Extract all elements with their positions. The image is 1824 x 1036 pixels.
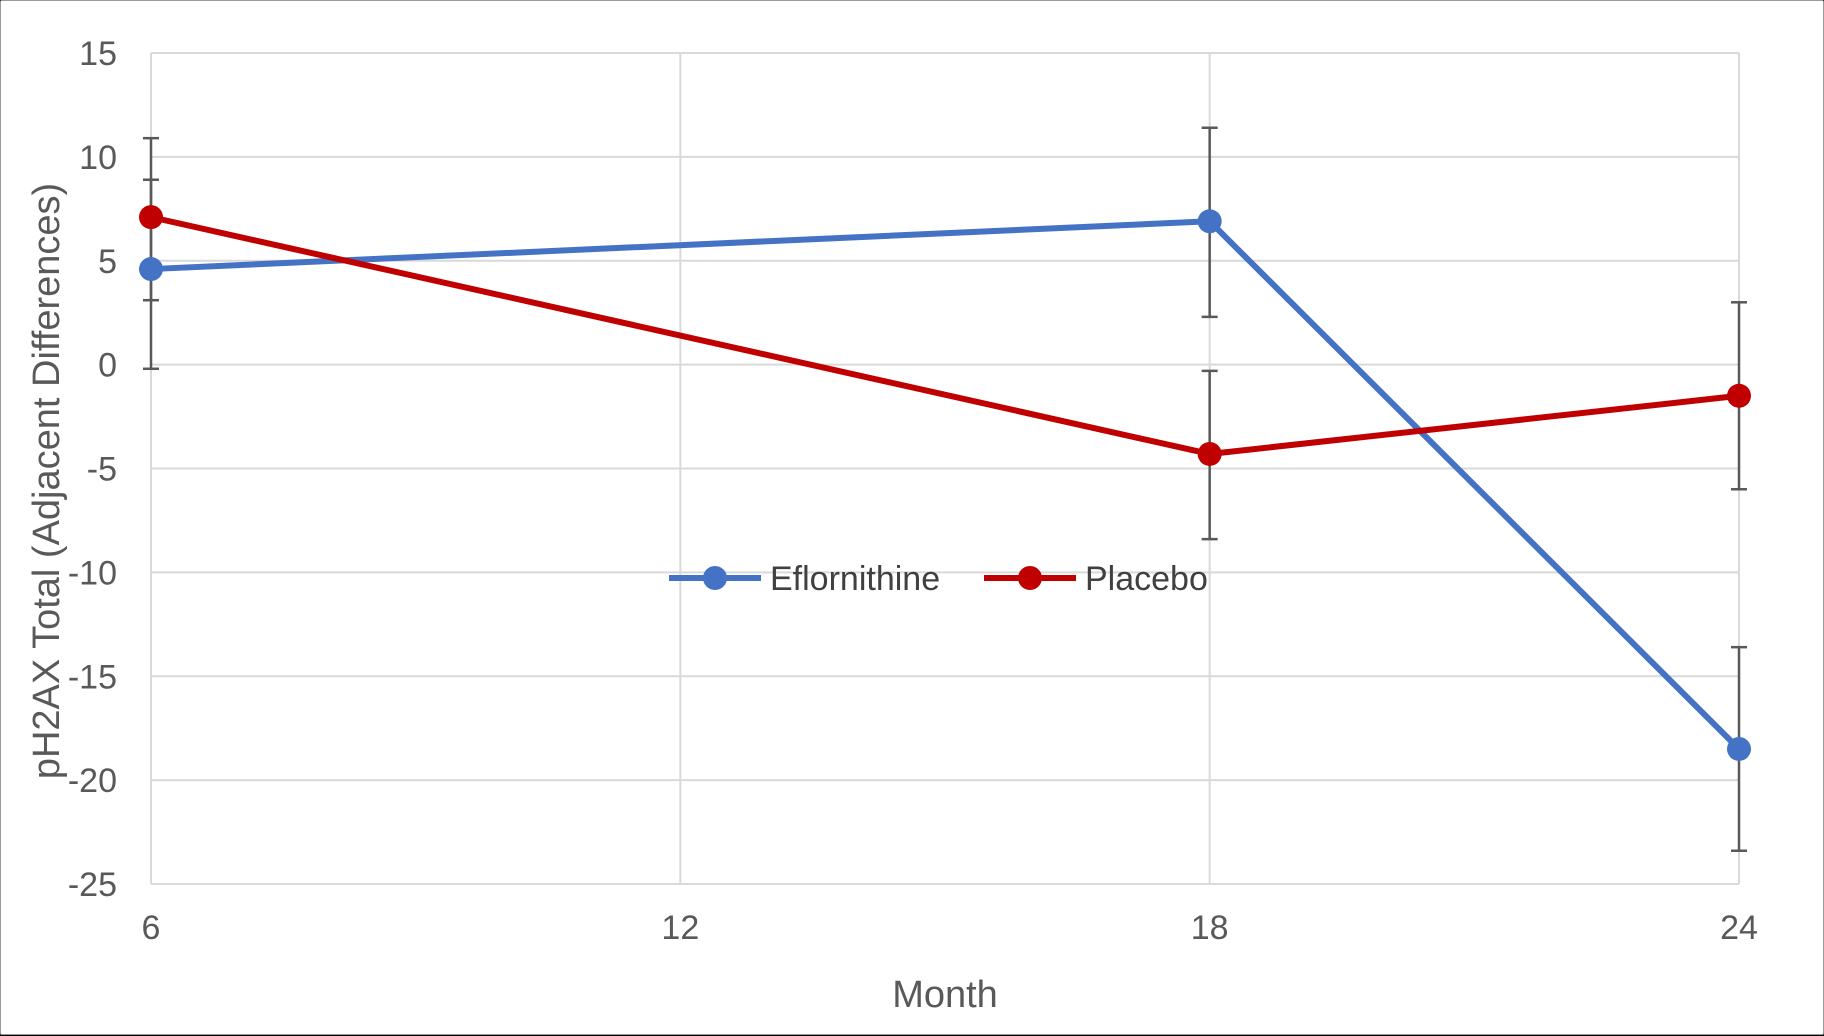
y-tick-label: 5 <box>98 243 117 281</box>
eflornithine-point <box>1197 209 1222 234</box>
legend-label: Eflornithine <box>770 560 940 598</box>
x-tick-label: 18 <box>1191 909 1229 947</box>
placebo-point <box>1197 441 1222 466</box>
y-axis-ticks: 15 10 5 0 -5 -10 -15 -20 -25 <box>68 35 117 904</box>
x-tick-label: 12 <box>661 909 699 947</box>
error-bars <box>143 126 1747 853</box>
y-tick-label: 15 <box>79 35 117 73</box>
y-axis-title: pH2AX Total (Adjacent Differences) <box>26 183 68 779</box>
legend: Eflornithine Placebo <box>669 560 1208 598</box>
y-tick-label: -20 <box>68 762 117 800</box>
y-tick-label: -25 <box>68 866 117 904</box>
eflornithine-point <box>1727 736 1751 761</box>
grid-lines <box>150 52 1740 885</box>
placebo-point <box>1727 383 1751 408</box>
x-tick-label: 6 <box>142 909 161 947</box>
y-tick-label: -5 <box>87 451 117 489</box>
y-tick-label: 10 <box>79 139 117 177</box>
y-tick-label: 0 <box>98 347 117 385</box>
legend-item-placebo: Placebo <box>984 560 1208 598</box>
x-tick-label: 24 <box>1720 909 1758 947</box>
y-tick-label: -10 <box>68 554 117 592</box>
placebo-point <box>139 205 163 230</box>
x-axis-title: Month <box>892 974 998 1016</box>
x-axis-ticks: 6 12 18 24 <box>142 909 1758 947</box>
legend-swatch-marker <box>703 566 727 590</box>
eflornithine-point <box>139 257 163 282</box>
series-lines <box>150 214 1742 752</box>
series-points <box>139 205 1751 761</box>
legend-swatch-marker <box>1018 566 1042 590</box>
y-tick-label: -15 <box>68 658 117 696</box>
legend-label: Placebo <box>1085 560 1208 598</box>
legend-item-eflornithine: Eflornithine <box>669 560 940 598</box>
placebo-line <box>150 214 1740 457</box>
eflornithine-line <box>150 218 1742 752</box>
